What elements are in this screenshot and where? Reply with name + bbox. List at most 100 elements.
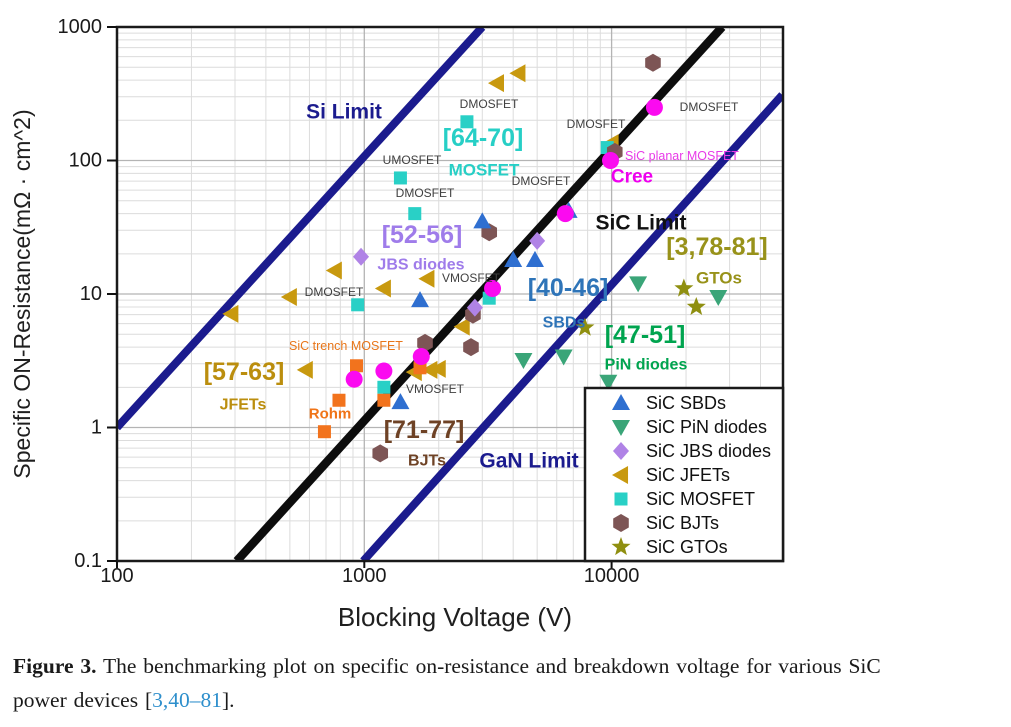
point-rohm-orange-squares [332,393,346,407]
point-cree-magenta-circles [375,362,393,380]
point-sic-bjts [372,444,389,463]
annotation-vmosfet: VMOSFET [442,271,501,285]
annotation-57-63: [57-63] [204,358,285,386]
legend-label-sic-mosfet: SiC MOSFET [646,489,755,509]
annotation-rohm: Rohm [309,406,352,423]
legend-marker-sic-mosfet [614,492,628,506]
annotation-pin-diodes: PiN diodes [605,357,688,374]
legend-label-sic-gtos: SiC GTOs [646,537,728,557]
point-rohm-orange-squares [377,393,391,407]
caption-text-line1: The benchmarking plot on specific on-res… [96,654,881,678]
point-sic-jfets [325,261,342,280]
point-sic-mosfet [460,115,474,129]
legend-label-sic-jbs-diodes: SiC JBS diodes [646,441,771,461]
limit-line-sic-limit [233,27,726,561]
legend-marker-sic-sbds [612,394,630,411]
annotation-jbs-diodes: JBS diodes [377,257,464,274]
annotation-3-78-81: [3,78-81] [666,233,767,261]
point-sic-sbds [504,250,523,267]
caption-text-line2-prefix: power devices [ [13,688,153,712]
annotation-sic-planar-mosfet: SiC planar MOSFET [625,149,739,163]
point-sic-gtos [575,317,595,336]
point-rohm-orange-squares [350,359,364,373]
annotation-jfets: JFETs [220,397,267,414]
y-tick-label: 0.1 [74,550,102,572]
legend-box: SiC SBDs SiC PiN diodes SiC JBS diodes SiC … [583,386,785,563]
annotation-dmosfet: DMOSFET [305,285,364,299]
annotation-umosfet: UMOSFET [383,153,442,167]
point-sic-jfets [429,359,446,378]
point-sic-sbds [473,212,492,229]
point-sic-pin-diodes [514,353,533,370]
legend-marker-sic-pin-diodes [612,419,630,436]
point-sic-jfets [453,317,470,336]
point-sic-gtos [686,296,706,316]
x-tick-label: 1000 [342,565,387,587]
x-tick-label: 100 [100,565,133,587]
x-axis-title: Blocking Voltage (V) [338,602,572,632]
limit-line-si-limit [117,27,486,431]
y-axis-title: Specific ON-Resistance(mΩ · cm^2) [9,109,35,478]
point-sic-sbds [411,291,430,308]
point-sic-jfets [374,279,391,298]
plot-annotations: Si Limit DMOSFET [64-70] MOSFET UMOSFET DMOSF… [204,97,768,473]
data-points [222,53,728,463]
point-sic-jfets [222,304,239,323]
annotation-dmosfet: DMOSFET [512,174,571,188]
annotation-52-56: [52-56] [382,221,463,249]
point-cree-magenta-circles [645,98,663,116]
point-cree-magenta-circles [602,152,620,169]
point-cree-magenta-circles [345,370,363,388]
caption-text-line2-suffix: ]. [221,688,235,712]
point-sic-mosfet [351,298,365,312]
annotation-64-70: [64-70] [443,124,524,152]
annotation-cree: Cree [611,167,653,188]
point-sic-mosfet [408,207,422,221]
point-sic-jfets [509,64,526,83]
point-sic-jfets [418,269,435,288]
legend-marker-sic-gtos [611,537,631,556]
limit-line-gan-limit [360,92,783,561]
point-sic-bjts [463,338,479,357]
point-sic-pin-diodes [709,289,728,306]
legend-marker-sic-jfets [612,466,629,484]
point-sic-gtos [674,278,694,297]
legend-marker-sic-bjts [613,514,629,532]
point-sic-bjts [645,53,661,72]
legend-label-sic-sbds: SiC SBDs [646,393,726,413]
annotation-bjts: BJTs [408,453,446,470]
point-sic-jbs-diodes [353,247,370,266]
figure-label: Figure 3. [13,654,97,678]
point-sic-jfets [487,74,505,93]
annotation-vmosfet: VMOSFET [406,382,465,396]
annotation-sbds: SBDs [543,315,586,332]
limit-lines [117,27,783,561]
legend-label-sic-pin-diodes: SiC PiN diodes [646,417,767,437]
point-sic-jfets [296,360,313,379]
annotation-dmosfet: DMOSFET [567,117,626,131]
point-sic-jfets [421,360,438,379]
annotation-gtos: GTOs [696,269,742,288]
point-sic-mosfet [377,380,391,394]
point-sic-bjts [417,333,433,352]
point-sic-pin-diodes [629,276,648,293]
legend-label-sic-bjts: SiC BJTs [646,513,719,533]
point-sic-jbs-diodes [466,298,483,317]
point-cree-magenta-circles [556,205,574,223]
point-cree-magenta-circles [484,279,502,297]
figure-caption: Figure 3. The benchmarking plot on speci… [13,649,998,717]
annotation-sic-trench-mosfet: SiC trench MOSFET [289,339,403,353]
annotation-47-51: [47-51] [605,321,686,349]
annotation-mosfet: MOSFET [449,161,520,180]
annotation-gan-limit: GaN Limit [479,450,578,473]
point-cree-magenta-circles [412,348,430,366]
point-sic-sbds [391,393,410,410]
point-rohm-orange-squares [317,425,331,439]
annotation-si-limit: Si Limit [306,101,382,124]
point-sic-jbs-diodes [529,231,546,250]
y-tick-label: 1 [91,417,102,439]
citation-link[interactable]: 3,40–81 [152,688,222,712]
y-tick-label: 10 [80,283,102,305]
